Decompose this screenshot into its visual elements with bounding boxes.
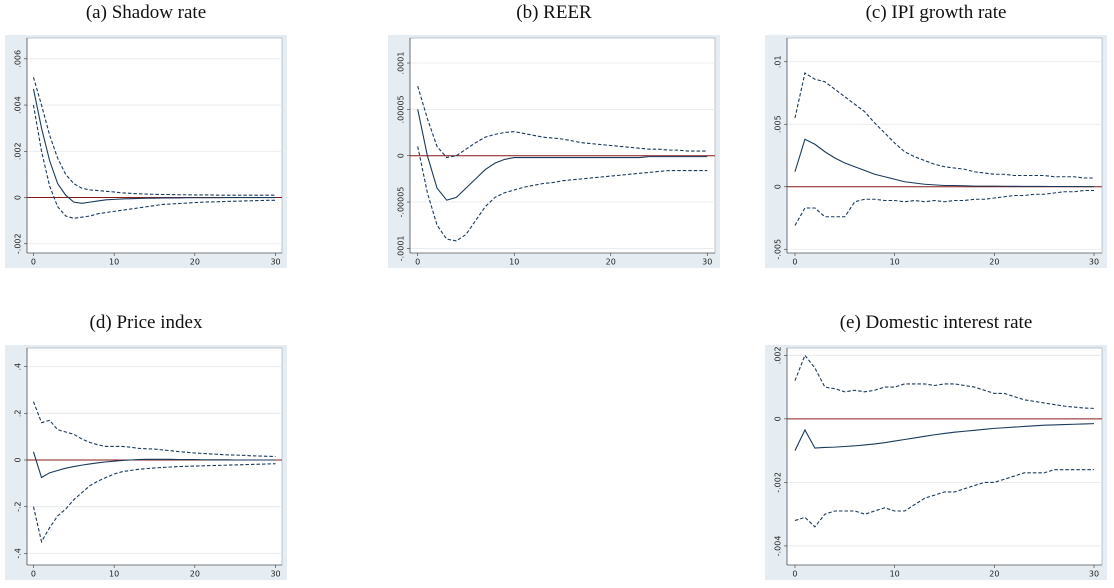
panel: (a) Shadow rate -.002 0 .002 .004 .006 0 10 20 30 <box>5 2 287 268</box>
y-tick-label: -.00005 <box>397 187 406 218</box>
impulse-response <box>794 138 1095 188</box>
y-tick-label: -.0001 <box>397 235 406 261</box>
panel-title: (a) Shadow rate <box>86 2 206 23</box>
impulse-response <box>417 109 708 201</box>
x-tick-label: 0 <box>792 258 797 267</box>
panel: (d) Price index -.4 -.2 0 .2 .4 0 10 20 30 <box>5 312 287 580</box>
y-tick-label: -.004 <box>774 536 783 557</box>
plot-area <box>786 37 1103 254</box>
panel-title: (d) Price index <box>90 312 203 333</box>
x-tick-label: 30 <box>702 258 712 267</box>
impulse-response <box>32 451 276 479</box>
panel: (b) REER -.0001 -.00005 0 .00005 .0001 0 10 20 30 <box>388 2 720 268</box>
y-tick-label: 0 <box>774 184 783 189</box>
x-tick-label: 10 <box>109 258 119 267</box>
confidence-band <box>794 469 1095 528</box>
x-tick-label: 20 <box>190 258 200 267</box>
confidence-band <box>32 401 276 458</box>
impulse-response <box>794 423 1095 451</box>
panel-title: (b) REER <box>516 2 592 23</box>
x-tick-label: 0 <box>31 570 36 579</box>
x-tick-label: 20 <box>190 570 200 579</box>
x-tick-label: 0 <box>31 258 36 267</box>
x-tick-label: 0 <box>792 570 797 579</box>
plot-area <box>409 37 716 254</box>
confidence-band <box>794 189 1095 226</box>
x-tick-label: 10 <box>109 570 119 579</box>
panel-title: (c) IPI growth rate <box>866 2 1007 23</box>
x-tick-label: 30 <box>270 258 280 267</box>
y-tick-label: -.2 <box>14 501 23 512</box>
x-tick-label: 10 <box>890 258 900 267</box>
y-tick-label: -.4 <box>14 548 23 559</box>
y-tick-label: .01 <box>774 55 783 68</box>
confidence-band <box>32 104 276 219</box>
y-tick-label: .002 <box>774 346 783 364</box>
x-tick-label: 30 <box>1089 570 1099 579</box>
plot-area <box>26 37 283 254</box>
y-tick-label: -.002 <box>774 472 783 493</box>
y-tick-label: .4 <box>14 363 23 371</box>
y-tick-label: 0 <box>774 416 783 421</box>
plot-area <box>786 347 1103 566</box>
y-tick-label: .005 <box>774 115 783 133</box>
confidence-band <box>417 86 708 159</box>
y-tick-label: -.005 <box>774 239 783 260</box>
panel: (e) Domestic interest rate -.004 -.002 0 .00… <box>765 312 1107 580</box>
x-tick-label: 10 <box>509 258 519 267</box>
x-tick-label: 30 <box>1089 258 1099 267</box>
y-tick-label: 0 <box>14 457 23 462</box>
x-tick-label: 20 <box>989 258 999 267</box>
y-tick-label: .006 <box>14 50 23 68</box>
plot-area <box>26 347 283 566</box>
panel-title: (e) Domestic interest rate <box>840 312 1033 333</box>
y-tick-label: .0001 <box>397 52 406 75</box>
y-tick-label: .002 <box>14 142 23 160</box>
confidence-band <box>417 146 708 242</box>
y-tick-label: .2 <box>14 410 23 418</box>
x-tick-label: 30 <box>270 570 280 579</box>
x-tick-label: 0 <box>415 258 420 267</box>
y-tick-label: .00005 <box>397 95 406 123</box>
x-tick-label: 10 <box>890 570 900 579</box>
y-tick-label: -.002 <box>14 233 23 254</box>
confidence-band <box>32 77 276 196</box>
confidence-band <box>794 72 1095 179</box>
y-tick-label: 0 <box>14 195 23 200</box>
y-tick-label: .004 <box>13 96 22 114</box>
x-tick-label: 20 <box>606 258 616 267</box>
x-tick-label: 20 <box>989 570 999 579</box>
impulse-response <box>32 88 276 204</box>
y-tick-label: 0 <box>397 153 406 158</box>
confidence-band <box>32 463 276 544</box>
panel: (c) IPI growth rate -.005 0 .005 .01 0 10 20 30 <box>765 2 1107 268</box>
confidence-band <box>794 354 1095 409</box>
